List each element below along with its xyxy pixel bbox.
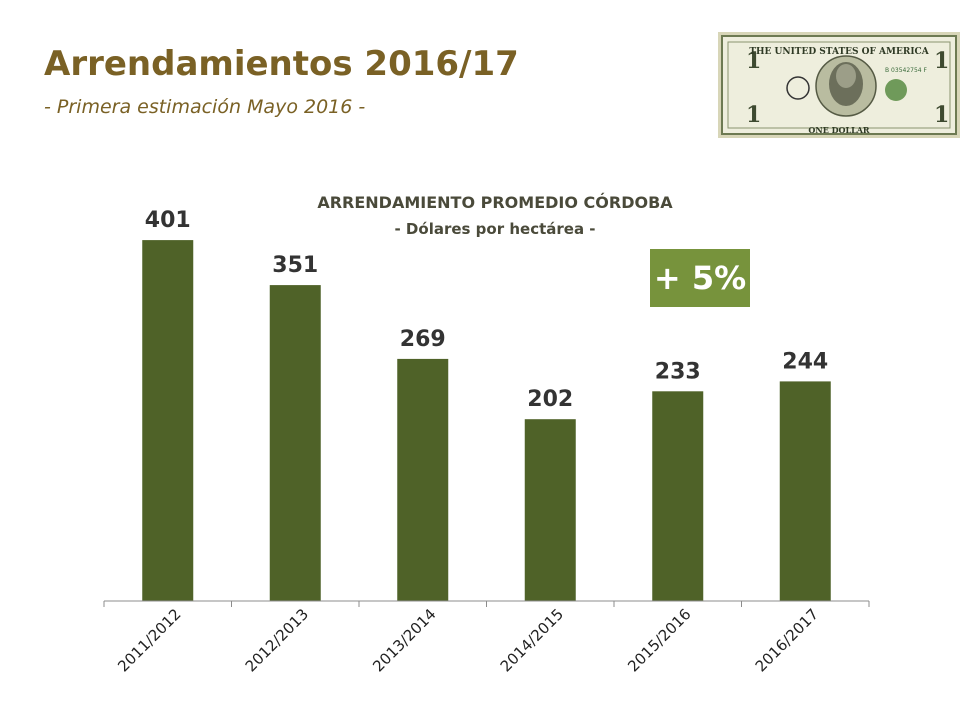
slide-subtitle: - Primera estimación Mayo 2016 - [44,96,366,118]
x-tick-label-2014/2015: 2014/2015 [497,605,567,675]
change-badge: + 5% [650,249,750,307]
svg-text:ONE DOLLAR: ONE DOLLAR [808,125,870,135]
data-label-2014/2015: 202 [527,387,573,412]
x-tick-label-2013/2014: 2013/2014 [369,605,439,675]
bar-2016/2017 [779,381,831,601]
x-tick-label-2011/2012: 2011/2012 [114,605,184,675]
bar-2013/2014 [397,358,449,601]
svg-text:1: 1 [746,48,761,74]
svg-text:1: 1 [934,48,949,74]
bar-2014/2015 [524,419,576,601]
data-label-2012/2013: 351 [272,253,318,278]
svg-text:THE UNITED STATES OF AMERICA: THE UNITED STATES OF AMERICA [749,47,929,57]
svg-text:1: 1 [934,102,949,128]
slide-title: Arrendamientos 2016/17 [44,44,519,84]
svg-text:1: 1 [746,102,761,128]
x-tick-label-2015/2016: 2015/2016 [624,605,694,675]
x-tick-label-2016/2017: 2016/2017 [752,605,822,675]
data-label-2013/2014: 269 [400,327,446,352]
x-tick-label-2012/2013: 2012/2013 [242,605,312,675]
data-label-2015/2016: 233 [655,359,701,384]
data-label-2011/2012: 401 [145,208,191,233]
svg-text:B 03542754 F: B 03542754 F [885,67,927,74]
chart-subtitle: - Dólares por hectárea - [394,220,596,238]
chart-title: ARRENDAMIENTO PROMEDIO CÓRDOBA [317,193,673,212]
dollar-bill-icon: 1 1 1 1 THE UNITED STATES OF AMERICA ONE… [718,32,960,138]
bar-2011/2012 [142,240,194,601]
bar-2015/2016 [652,391,704,601]
data-label-2016/2017: 244 [782,349,828,374]
bar-2012/2013 [269,285,321,601]
